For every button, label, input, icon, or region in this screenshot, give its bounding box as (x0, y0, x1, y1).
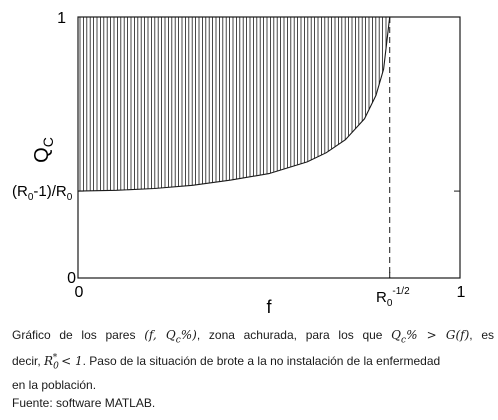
series-curve-gf (77, 16, 391, 192)
x-tick-label-0: 0 (75, 284, 84, 301)
plot-frame (77, 16, 461, 279)
y-tick-label-r0: (R0-1)/R0 (12, 183, 73, 203)
hatched-region (79, 17, 390, 192)
y-tick-label-0: 0 (67, 270, 76, 287)
y-tick-label-1: 1 (57, 10, 66, 27)
x-tick-label-1: 1 (457, 284, 466, 301)
x-tick-label-r0: R0-1/2 (376, 286, 410, 309)
figure-caption: Gráfico de los pares (f, Qc%), zona achu… (12, 326, 494, 412)
x-axis-label: f (266, 297, 272, 315)
caption-line-3: en la población. (12, 377, 97, 392)
caption-line-2: decir, R0* < 1. Paso de la situación de … (12, 353, 441, 372)
caption-line-1: Gráfico de los pares (f, Qc%), zona achu… (12, 328, 494, 346)
y-axis-label: QC (31, 137, 56, 163)
chart: 1 (R0-1)/R0 0 0 R0-1/2 1 f QC (12, 10, 466, 315)
svg-text:QC: QC (31, 137, 56, 163)
axis-ticks (77, 16, 461, 279)
caption-line-4: Fuente: software MATLAB. (12, 395, 156, 410)
